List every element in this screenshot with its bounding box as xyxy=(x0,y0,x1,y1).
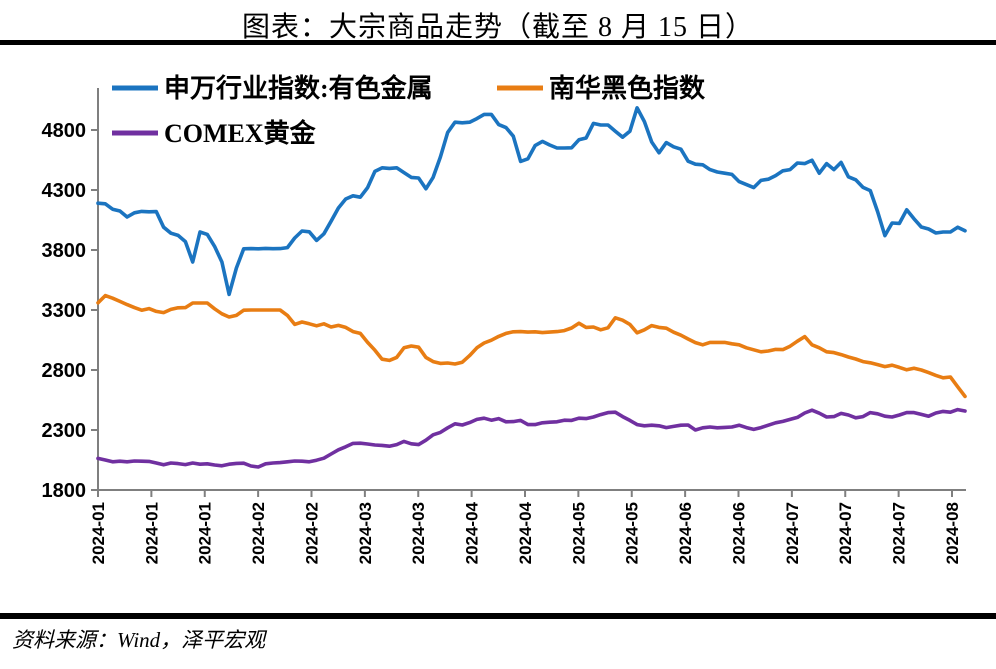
x-tick-label: 2024-05 xyxy=(623,502,642,564)
x-tick-label: 2024-05 xyxy=(569,502,588,564)
x-tick-label: 2024-01 xyxy=(142,502,161,564)
x-tick-label: 2024-07 xyxy=(783,502,802,564)
series-line-sw-nonferrous xyxy=(96,105,967,297)
y-tick-label: 3300 xyxy=(42,300,87,322)
legend-label-comex-gold: COMEX黄金 xyxy=(164,118,317,148)
x-tick-label: 2024-03 xyxy=(356,502,375,564)
legend-label-nanhua-black: 南华黑色指数 xyxy=(549,73,706,103)
x-tick-label: 2024-03 xyxy=(409,502,428,564)
x-tick-label: 2024-04 xyxy=(463,501,482,564)
x-tick-label: 2024-02 xyxy=(249,502,268,564)
y-tick-label: 2800 xyxy=(42,360,87,382)
commodity-trend-chart: 1800 2300 2800 3300 3800 4300 4800 2024-01 2024-… xyxy=(42,73,967,564)
series-line-nanhua-black xyxy=(96,293,967,399)
x-tick-label: 2024-01 xyxy=(89,502,108,564)
series-line-comex-gold xyxy=(96,407,967,469)
top-divider xyxy=(0,40,996,45)
x-tick-label: 2024-08 xyxy=(943,502,962,564)
bottom-divider xyxy=(0,613,996,619)
x-tick-label: 2024-07 xyxy=(890,502,909,564)
y-tick-label: 2300 xyxy=(42,420,87,442)
x-tick-label: 2024-07 xyxy=(836,502,855,564)
y-tick-label: 4300 xyxy=(42,180,87,202)
legend-label-sw-nonferrous: 申万行业指数:有色金属 xyxy=(164,73,433,103)
x-tick-label: 2024-06 xyxy=(676,502,695,564)
y-tick-label: 4800 xyxy=(42,120,87,142)
x-tick-label: 2024-04 xyxy=(516,501,535,564)
x-tick-label: 2024-06 xyxy=(729,502,748,564)
chart-title: 图表：大宗商品走势（截至 8 月 15 日） xyxy=(241,12,754,43)
y-tick-label: 1800 xyxy=(42,480,87,502)
y-tick-label: 3800 xyxy=(42,240,87,262)
x-tick-label: 2024-01 xyxy=(196,502,215,564)
x-tick-label: 2024-02 xyxy=(302,502,321,564)
source-note: 资料来源：Wind，泽平宏观 xyxy=(12,628,266,652)
